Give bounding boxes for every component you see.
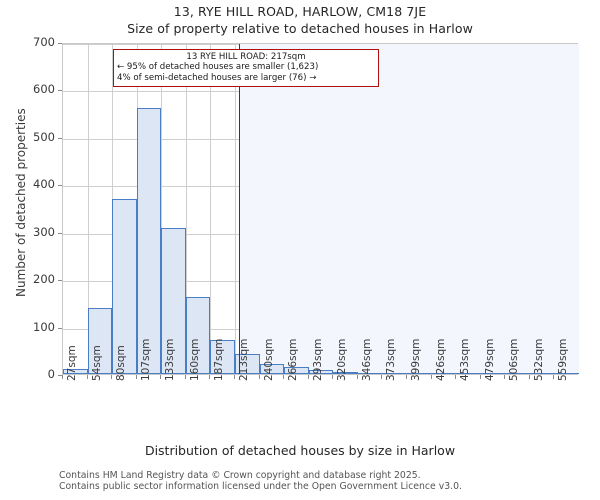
y-axis-tick-label: 700 (33, 35, 55, 49)
y-axis-label: Number of detached properties (14, 108, 28, 297)
histogram-bar-zero (382, 372, 407, 374)
x-axis-tick-label: 559sqm (557, 338, 570, 381)
attribution-footer: Contains HM Land Registry data © Crown c… (59, 470, 579, 492)
histogram-bar (235, 354, 260, 374)
x-axis-tick-label: 54sqm (90, 345, 103, 381)
x-axis-tick-label: 160sqm (188, 338, 201, 381)
histogram-bar (284, 367, 309, 374)
histogram-bar (63, 369, 88, 374)
x-axis-tick-label: 453sqm (459, 338, 472, 381)
page-subtitle: Size of property relative to detached ho… (127, 21, 473, 36)
property-size-marker-line (238, 44, 241, 374)
x-axis-tick-mark (184, 375, 186, 379)
annotation-line-3: 4% of semi-detached houses are larger (7… (117, 72, 317, 83)
y-axis-tick-mark (58, 280, 62, 282)
y-axis-tick-label: 500 (33, 129, 55, 144)
histogram-bar (210, 340, 235, 374)
page-title: 13, RYE HILL ROAD, HARLOW, CM18 7JE (173, 4, 427, 19)
x-axis-tick-label: 293sqm (311, 338, 324, 381)
histogram-bar (112, 198, 137, 374)
x-axis-tick-label: 346sqm (360, 338, 373, 381)
x-axis-tick-mark (430, 375, 432, 379)
y-axis-tick-label: 0 (47, 367, 55, 381)
histogram-bar (87, 307, 113, 374)
x-axis-tick-label: 107sqm (139, 338, 152, 381)
x-axis-tick-label: 240sqm (262, 338, 275, 381)
x-axis-tick-mark (528, 375, 530, 379)
histogram-bar-zero (407, 372, 432, 374)
x-axis-tick-mark (332, 375, 334, 379)
y-axis-tick-mark (58, 90, 62, 92)
x-axis-tick-mark (160, 375, 162, 379)
x-axis-tick-mark (135, 375, 137, 379)
x-axis-tick-mark (111, 375, 113, 379)
y-axis-tick-label: 300 (33, 224, 55, 239)
histogram-bar-zero (480, 372, 506, 374)
gridline-vertical (210, 44, 212, 374)
x-axis-tick-mark (455, 375, 457, 379)
x-axis-tick-label: 320sqm (336, 338, 349, 381)
x-axis-tick-label: 373sqm (385, 338, 398, 381)
x-axis-tick-label: 27sqm (66, 345, 78, 381)
x-axis-tick-mark (504, 375, 506, 379)
x-axis-tick-mark (356, 375, 358, 379)
x-axis-tick-mark (234, 375, 235, 379)
larger-properties-shaded-region (238, 44, 579, 374)
x-axis-tick-label: 266sqm (287, 338, 300, 381)
y-axis-tick-mark (58, 327, 62, 329)
x-axis-tick-mark (62, 375, 63, 379)
x-axis-tick-label: 213sqm (238, 338, 250, 381)
x-axis-tick-mark (209, 375, 211, 379)
histogram-bar-zero (554, 372, 579, 374)
histogram-bar (136, 108, 162, 374)
x-axis-tick-label: 187sqm (213, 338, 226, 381)
x-axis-tick-label: 80sqm (115, 345, 128, 381)
x-axis-tick-mark (283, 375, 285, 379)
x-axis-tick-mark (307, 375, 309, 379)
y-axis-tick-mark (58, 43, 62, 44)
x-axis-tick-mark (86, 375, 88, 379)
y-axis-tick-mark (58, 185, 62, 187)
y-axis-tick-label: 600 (33, 82, 55, 97)
property-annotation-box: 13 RYE HILL ROAD: 217sqm ← 95% of detach… (113, 49, 379, 88)
y-axis-tick-mark (58, 375, 62, 376)
x-axis-tick-label: 133sqm (164, 338, 177, 381)
gridline-vertical (185, 44, 187, 374)
plot-area (62, 43, 579, 375)
x-axis-tick-mark (553, 375, 555, 379)
histogram-bar-zero (456, 372, 481, 374)
gridline-vertical (161, 44, 163, 374)
annotation-line-2: ← 95% of detached houses are smaller (1,… (117, 62, 319, 73)
y-axis-tick-mark (58, 232, 62, 234)
y-axis-tick-label: 100 (33, 319, 55, 334)
y-axis-tick-label: 400 (33, 177, 55, 192)
x-axis-tick-mark (381, 375, 383, 379)
x-axis-tick-mark (258, 375, 260, 379)
histogram-bar (333, 372, 358, 374)
gridline-vertical (235, 44, 236, 374)
histogram-bar-zero (505, 372, 530, 374)
gridline-vertical (87, 44, 89, 374)
x-axis-tick-mark (479, 375, 481, 379)
x-axis-tick-label: 479sqm (483, 338, 496, 381)
x-axis-label: Distribution of detached houses by size … (144, 443, 456, 458)
histogram-bar-zero (357, 372, 383, 374)
footer-line-1: Contains HM Land Registry data © Crown c… (59, 470, 421, 481)
annotation-line-1: 13 RYE HILL ROAD: 217sqm (186, 52, 306, 62)
histogram-bar-zero (529, 372, 555, 374)
x-axis-tick-label: 532sqm (532, 338, 545, 381)
y-axis-tick-label: 200 (33, 272, 55, 287)
x-axis-tick-label: 399sqm (410, 338, 422, 381)
histogram-bar (161, 227, 186, 374)
x-axis-tick-mark (406, 375, 407, 379)
y-axis-tick-mark (58, 137, 62, 139)
histogram-bar (308, 370, 334, 374)
x-axis-tick-label: 426sqm (434, 338, 447, 381)
x-axis-tick-label: 506sqm (508, 338, 521, 381)
footer-line-2: Contains public sector information licen… (59, 481, 462, 492)
histogram-bar-zero (431, 372, 457, 374)
histogram-bar (259, 364, 285, 374)
histogram-bar (185, 296, 211, 374)
